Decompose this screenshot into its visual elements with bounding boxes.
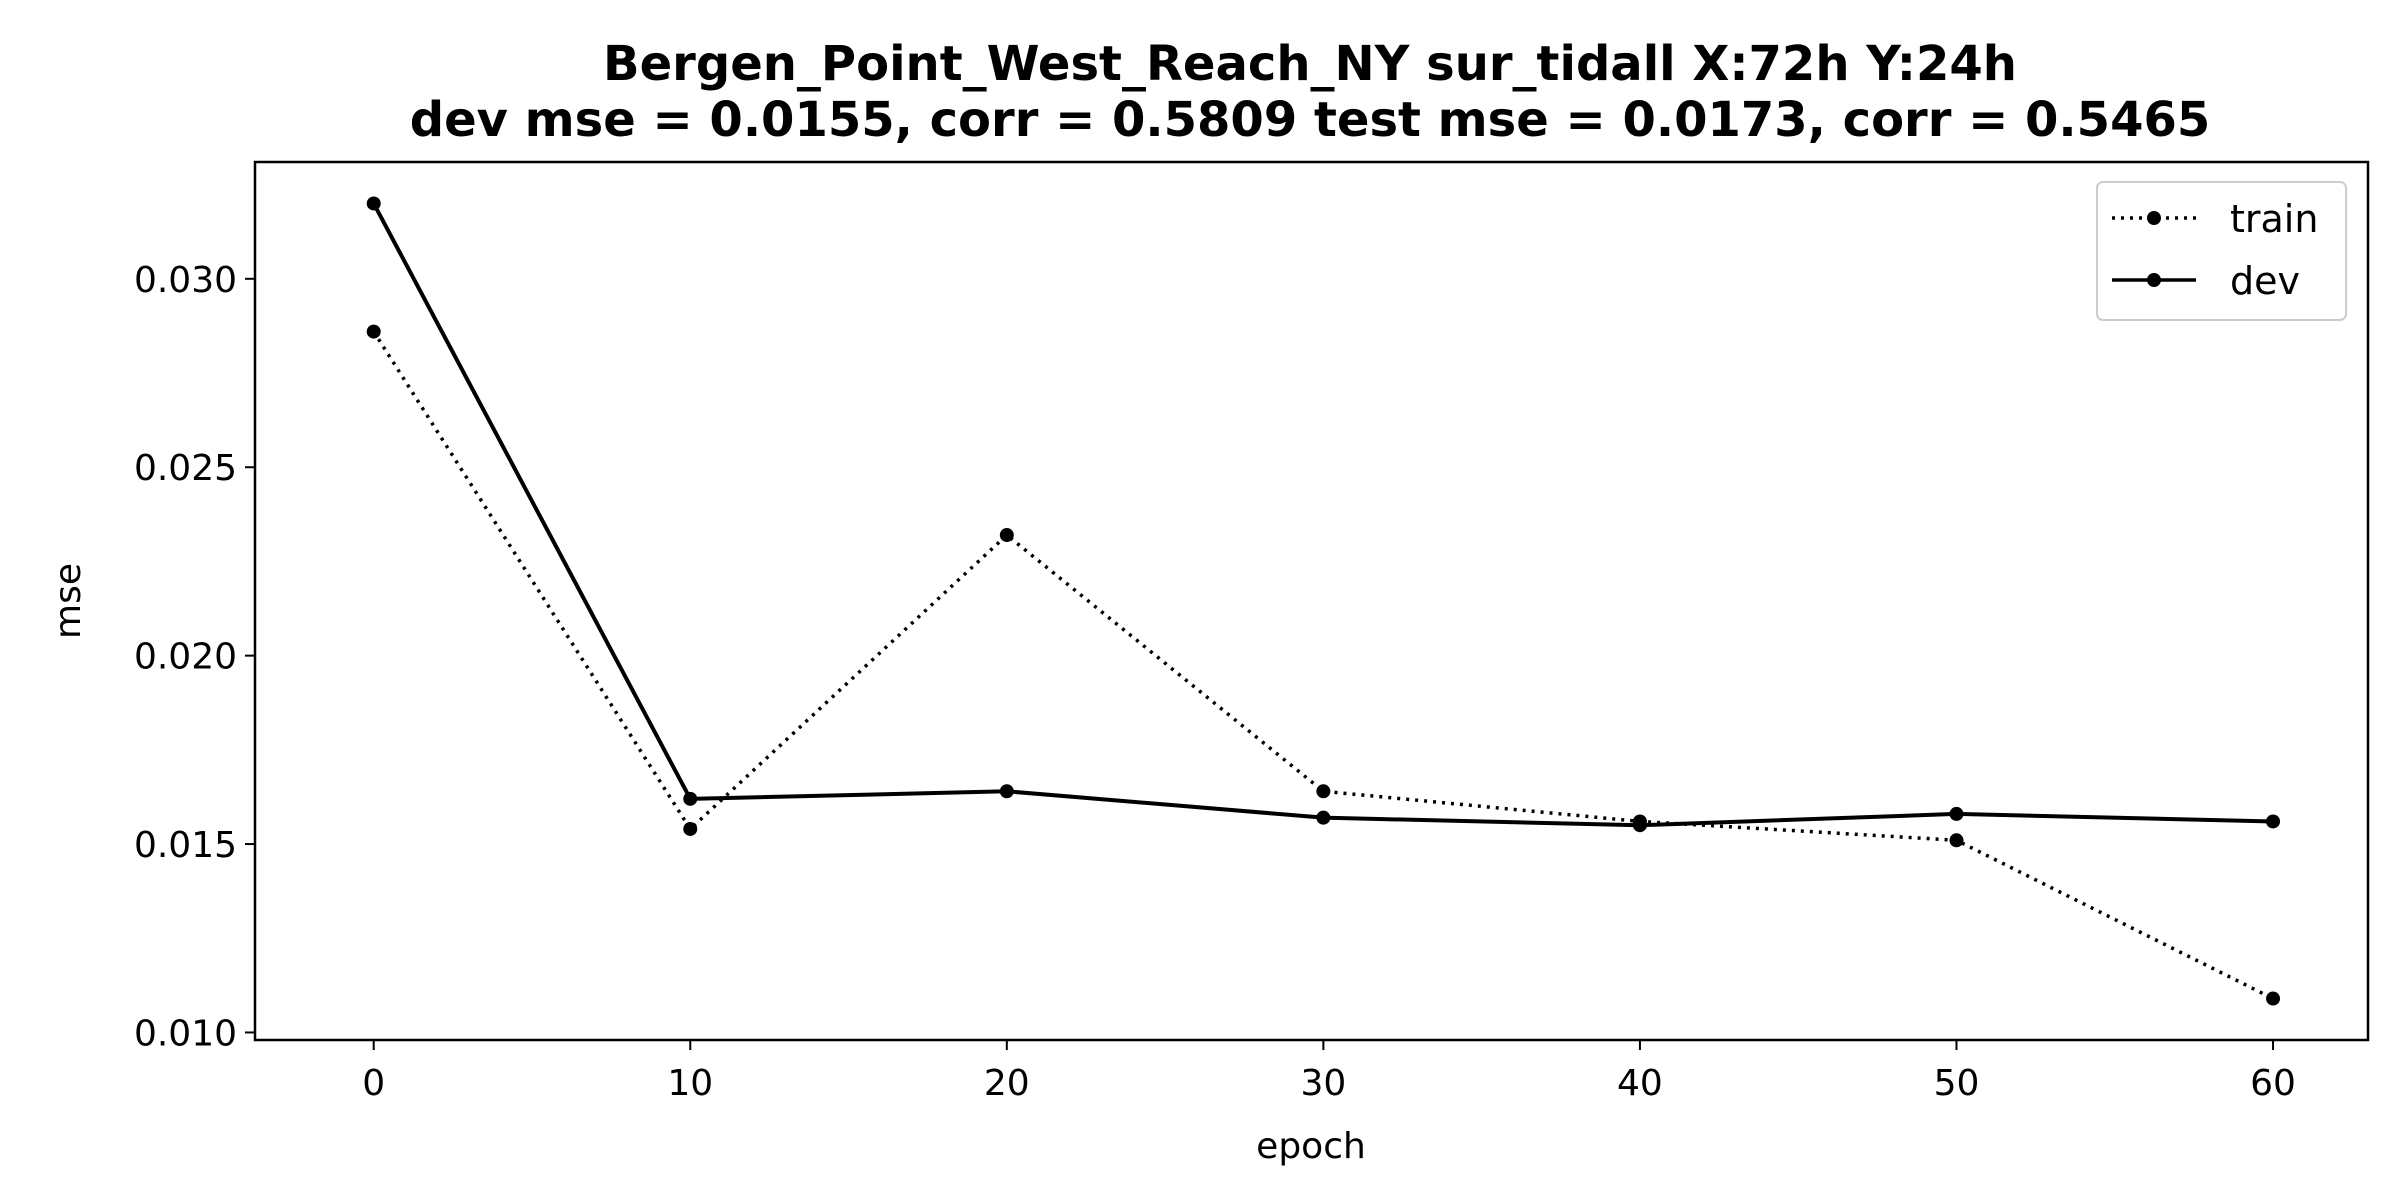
x-tick-label: 40 (1617, 1063, 1663, 1104)
plot-frame (253, 160, 2370, 1042)
x-tick-label: 50 (1934, 1063, 1980, 1104)
series-line-dev (371, 202, 2274, 828)
y-tick-label: 0.010 (134, 1013, 237, 1054)
data-point-dev (1632, 818, 1647, 833)
y-tick-label: 0.015 (134, 825, 237, 866)
x-ticks: 0 10 20 30 40 50 60 (362, 1040, 2296, 1104)
y-ticks: 0.010 0.015 0.020 0.025 0.030 (134, 260, 255, 1054)
series-line-train (372, 330, 2274, 1001)
legend: train dev (2096, 181, 2347, 321)
data-point-dev (1949, 806, 1964, 821)
data-point-dev (683, 791, 698, 806)
legend-train-label: train (2230, 197, 2318, 241)
y-tick-label: 0.030 (134, 260, 237, 301)
x-tick-label: 30 (1300, 1063, 1346, 1104)
legend-dev-label: dev (2230, 259, 2300, 303)
legend-train-marker (2147, 211, 2161, 225)
x-tick-label: 10 (667, 1063, 713, 1104)
x-tick-label: 0 (362, 1063, 385, 1104)
data-point-train (1949, 833, 1964, 848)
data-point-train (999, 528, 1014, 543)
data-point-dev (1316, 810, 1331, 825)
data-point-dev (999, 784, 1014, 799)
x-tick-label: 60 (2250, 1063, 2296, 1104)
x-axis-label: epoch (1256, 1126, 1366, 1167)
x-tick-label: 20 (984, 1063, 1030, 1104)
series-train (366, 324, 2281, 1006)
chart-subtitle: dev mse = 0.0155, corr = 0.5809 test mse… (410, 92, 2211, 148)
data-point-train (2266, 991, 2281, 1006)
chart-title: Bergen_Point_West_Reach_NY sur_tidall X:… (603, 36, 2017, 92)
data-point-train (683, 821, 698, 836)
legend-dev-marker (2147, 273, 2161, 287)
y-tick-label: 0.020 (134, 637, 237, 678)
data-point-train (366, 324, 381, 339)
data-point-dev (2266, 814, 2281, 829)
series-dev (366, 196, 2281, 833)
data-point-train (1316, 784, 1331, 799)
y-axis-label: mse (48, 563, 89, 639)
y-tick-label: 0.025 (134, 448, 237, 489)
data-point-dev (366, 196, 381, 211)
